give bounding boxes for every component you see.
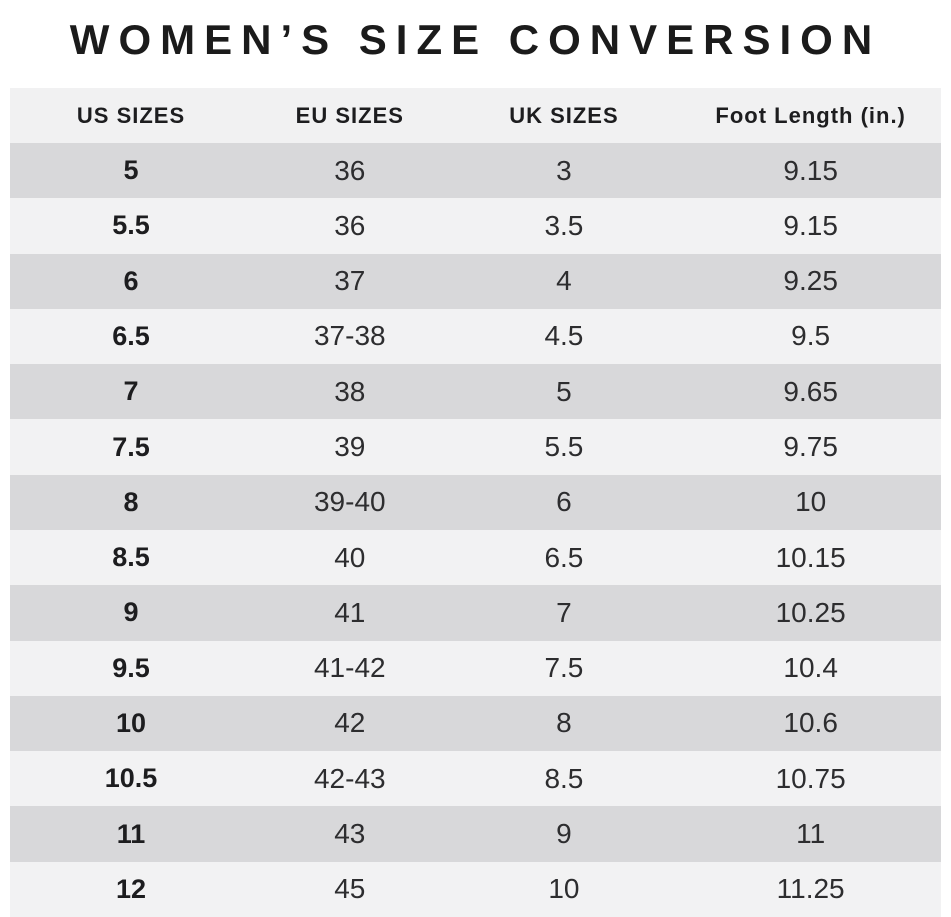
table-row: 12 45 10 11.25 [10, 861, 941, 917]
cell-us-size: 9.5 [112, 652, 150, 683]
cell-uk-size: 9 [556, 818, 572, 850]
cell-eu-size: 45 [334, 873, 366, 905]
cell-uk-size: 3.5 [544, 209, 584, 241]
cell-uk-size: 3 [556, 154, 572, 186]
cell-foot-length: 10.15 [775, 541, 846, 573]
cell-eu-size: 43 [334, 818, 366, 850]
cell-eu-size: 37-38 [313, 320, 386, 352]
cell-foot-length: 9.15 [783, 209, 838, 241]
cell-eu-size: 42-43 [313, 762, 386, 794]
cell-foot-length: 9.25 [783, 265, 838, 297]
page-title: WOMEN’S SIZE CONVERSION [69, 16, 882, 63]
col-header-uk-sizes: UK SIZES [509, 102, 619, 128]
cell-eu-size: 36 [334, 154, 366, 186]
cell-uk-size: 4.5 [544, 320, 584, 352]
cell-uk-size: 8 [556, 707, 572, 739]
cell-foot-length: 10.4 [783, 652, 838, 684]
cell-eu-size: 41-42 [313, 652, 386, 684]
cell-us-size: 7 [123, 376, 139, 407]
col-header-us-sizes: US SIZES [76, 102, 186, 128]
size-conversion-table: US SIZES EU SIZES UK SIZES Foot Length (… [10, 88, 941, 917]
cell-uk-size: 7 [556, 596, 572, 628]
table-row: 8 39-40 6 10 [10, 474, 941, 530]
cell-us-size: 12 [116, 873, 147, 904]
table-row: 6 37 4 9.25 [10, 253, 941, 309]
col-header-eu-sizes: EU SIZES [295, 102, 404, 128]
table-row: 7.5 39 5.5 9.75 [10, 419, 941, 475]
cell-foot-length: 11.25 [776, 873, 845, 905]
cell-eu-size: 40 [334, 541, 366, 573]
table-row: 5.5 36 3.5 9.15 [10, 198, 941, 254]
cell-foot-length: 10.6 [783, 707, 838, 739]
table-row: 10.5 42-43 8.5 10.75 [10, 751, 941, 807]
table-row: 10 42 8 10.6 [10, 695, 941, 752]
cell-us-size: 10.5 [104, 763, 158, 794]
table-row: 9 41 7 10.25 [10, 585, 941, 641]
cell-eu-size: 36 [334, 209, 366, 241]
cell-us-size: 11 [116, 818, 146, 849]
cell-foot-length: 9.15 [783, 154, 838, 186]
cell-eu-size: 39-40 [313, 486, 386, 518]
cell-us-size: 6.5 [112, 320, 150, 351]
cell-us-size: 5 [123, 155, 139, 186]
cell-foot-length: 9.5 [791, 320, 831, 352]
table-row: 9.5 41-42 7.5 10.4 [10, 640, 941, 696]
cell-us-size: 10 [116, 707, 147, 738]
cell-uk-size: 4 [556, 265, 572, 297]
cell-eu-size: 41 [334, 596, 366, 628]
table-row: 6.5 37-38 4.5 9.5 [10, 308, 941, 365]
size-table-body: 5 36 3 9.15 5.5 36 3.5 9.15 6 37 4 9.25 6.5 37-38 4.5 9… [10, 143, 941, 917]
col-header-foot-length: Foot Length (in.) [715, 102, 906, 128]
cell-uk-size: 7.5 [544, 652, 584, 684]
cell-us-size: 9 [123, 597, 139, 628]
table-header: US SIZES EU SIZES UK SIZES Foot Length (… [10, 88, 941, 143]
cell-uk-size: 6 [556, 486, 572, 518]
cell-foot-length: 11 [796, 818, 826, 850]
table-row: 8.5 40 6.5 10.15 [10, 529, 941, 586]
cell-foot-length: 9.65 [783, 375, 838, 407]
cell-eu-size: 37 [334, 265, 366, 297]
cell-uk-size: 6.5 [544, 541, 584, 573]
cell-foot-length: 10.25 [775, 596, 846, 628]
cell-us-size: 7.5 [112, 431, 150, 462]
cell-us-size: 5.5 [112, 210, 150, 241]
cell-foot-length: 10 [795, 486, 827, 518]
header-row: US SIZES EU SIZES UK SIZES Foot Length (… [10, 88, 941, 143]
table-row: 11 43 9 11 [10, 806, 941, 862]
cell-us-size: 6 [123, 265, 139, 296]
cell-us-size: 8.5 [112, 542, 150, 573]
cell-eu-size: 39 [334, 431, 366, 463]
cell-eu-size: 38 [334, 375, 366, 407]
table-row: 5 36 3 9.15 [10, 143, 941, 199]
table-row: 7 38 5 9.65 [10, 364, 941, 420]
cell-uk-size: 5 [556, 375, 572, 407]
size-conversion-table-container: US SIZES EU SIZES UK SIZES Foot Length (… [10, 88, 941, 917]
cell-us-size: 8 [123, 486, 139, 517]
cell-foot-length: 9.75 [783, 431, 838, 463]
cell-uk-size: 8.5 [544, 762, 584, 794]
cell-uk-size: 5.5 [544, 431, 584, 463]
cell-eu-size: 42 [334, 707, 366, 739]
cell-foot-length: 10.75 [775, 762, 846, 794]
cell-uk-size: 10 [548, 873, 580, 905]
